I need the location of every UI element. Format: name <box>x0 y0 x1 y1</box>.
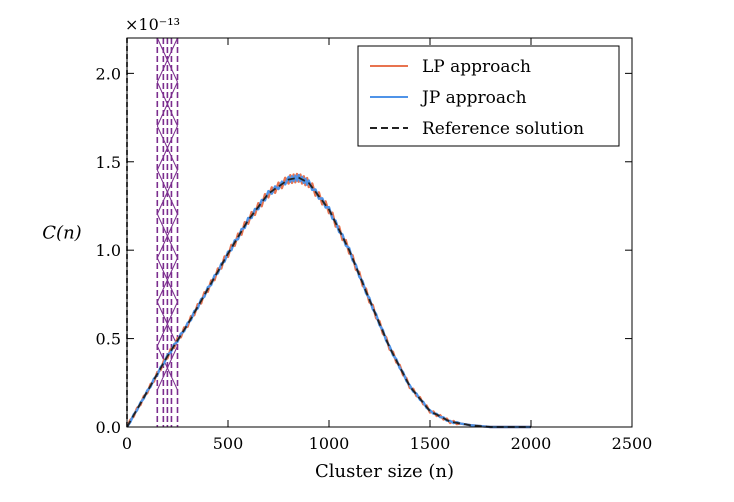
band-hatch <box>156 81 178 127</box>
x-tick-label: 0 <box>122 434 132 453</box>
y-axis-label: C(n) <box>42 223 81 244</box>
y-tick-label: 2.0 <box>96 64 121 83</box>
y-tick-label: 1.0 <box>96 241 121 260</box>
legend: LP approach JP approach Reference solution <box>357 45 620 147</box>
x-tick-label: 1000 <box>309 434 350 453</box>
x-tick-label: 500 <box>213 434 244 453</box>
band-hatch <box>156 345 178 391</box>
purple-band <box>126 37 179 427</box>
band-hatch <box>156 213 178 259</box>
y-scale-label: ×10⁻¹³ <box>125 15 180 34</box>
band-hatch <box>156 125 178 171</box>
band-hatch <box>156 257 178 303</box>
x-tick-label: 2500 <box>612 434 653 453</box>
axis-ticks: 0 500 1000 1500 2000 2500 0.0 0.5 1.0 1.5 2.0 <box>96 38 653 453</box>
series-line <box>125 172 531 429</box>
series-layer <box>125 172 531 429</box>
legend-label: LP approach <box>422 57 531 77</box>
x-tick-label: 1500 <box>410 434 451 453</box>
band-hatch <box>156 37 178 83</box>
plot-frame <box>126 37 633 428</box>
y-tick-label: 1.5 <box>96 153 121 172</box>
band-hatch <box>156 301 178 347</box>
y-tick-label: 0.0 <box>96 418 121 437</box>
y-tick-label: 0.5 <box>96 330 121 349</box>
legend-label: JP approach <box>420 88 527 108</box>
x-axis-label: Cluster size (n) <box>315 461 454 482</box>
x-tick-label: 2000 <box>511 434 552 453</box>
band-hatch <box>156 169 178 215</box>
series-line <box>126 176 531 428</box>
legend-label: Reference solution <box>422 119 584 139</box>
